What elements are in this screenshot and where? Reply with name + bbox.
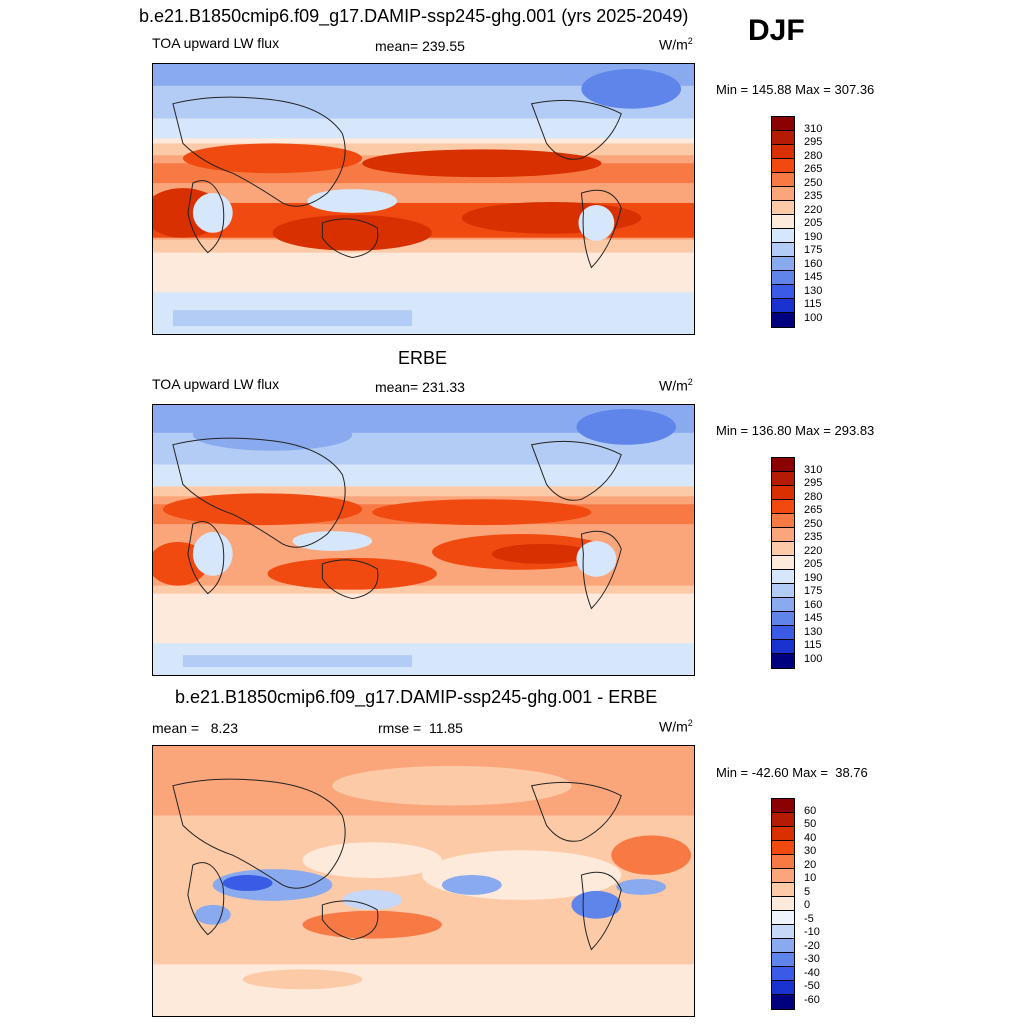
- tick: 115: [804, 639, 822, 651]
- tick: -20: [804, 940, 820, 952]
- panel1-map: [152, 63, 695, 335]
- panel3-title: b.e21.B1850cmip6.f09_g17.DAMIP-ssp245-gh…: [175, 687, 658, 707]
- panel3-colorbar: [771, 798, 795, 1010]
- tick: 10: [804, 872, 817, 884]
- tick: -10: [804, 926, 820, 938]
- tick: 30: [804, 845, 817, 857]
- panel3-map: [152, 745, 695, 1017]
- tick: 220: [804, 545, 823, 557]
- tick: 235: [804, 190, 823, 202]
- panel1-units: W/m2: [659, 36, 693, 53]
- tick: 205: [804, 558, 823, 570]
- tick: 130: [804, 626, 823, 638]
- tick: 50: [804, 818, 817, 830]
- panel2-title: ERBE: [398, 348, 448, 368]
- tick: -40: [804, 967, 820, 979]
- tick: 160: [804, 599, 823, 611]
- panel3-units: W/m2: [659, 718, 693, 735]
- tick: 295: [804, 136, 823, 148]
- panel1-minmax: Min = 145.88 Max = 307.36: [716, 82, 875, 97]
- season-label: DJF: [748, 14, 805, 47]
- tick: 250: [804, 518, 823, 530]
- panel1-title: b.e21.B1850cmip6.f09_g17.DAMIP-ssp245-gh…: [139, 6, 689, 26]
- tick: 280: [804, 491, 823, 503]
- panel2-colorbar: [771, 457, 795, 669]
- panel2-units: W/m2: [659, 377, 693, 394]
- panel2-map: [152, 404, 695, 676]
- panel3-mean-label: mean = 8.23: [152, 720, 239, 736]
- tick: -50: [804, 980, 820, 992]
- tick: 190: [804, 572, 823, 584]
- tick: -60: [804, 994, 820, 1006]
- tick: 100: [804, 653, 823, 665]
- tick: 5: [804, 886, 811, 898]
- panel3-rmse-label: rmse = 11.85: [378, 720, 463, 736]
- tick: 295: [804, 477, 823, 489]
- tick: 175: [804, 244, 823, 256]
- tick: 145: [804, 612, 823, 624]
- panel2-mean-label: mean= 231.33: [375, 379, 465, 395]
- tick: 40: [804, 832, 817, 844]
- panel1-mean-label: mean= 239.55: [375, 38, 465, 54]
- tick: 250: [804, 177, 823, 189]
- panel3-minmax: Min = -42.60 Max = 38.76: [716, 765, 868, 780]
- tick: -5: [804, 913, 814, 925]
- tick: 100: [804, 312, 823, 324]
- tick: 235: [804, 531, 823, 543]
- tick: 130: [804, 285, 823, 297]
- tick: 220: [804, 204, 823, 216]
- tick: 60: [804, 805, 817, 817]
- tick: -30: [804, 953, 820, 965]
- tick: 0: [804, 899, 811, 911]
- tick: 280: [804, 150, 823, 162]
- tick: 310: [804, 123, 823, 135]
- panel2-minmax: Min = 136.80 Max = 293.83: [716, 423, 875, 438]
- tick: 175: [804, 585, 823, 597]
- tick: 265: [804, 504, 823, 516]
- tick: 205: [804, 217, 823, 229]
- panel2-variable-label: TOA upward LW flux: [152, 376, 280, 392]
- tick: 310: [804, 464, 823, 476]
- panel1-variable-label: TOA upward LW flux: [152, 35, 280, 51]
- tick: 145: [804, 271, 823, 283]
- tick: 160: [804, 258, 823, 270]
- tick: 20: [804, 859, 817, 871]
- tick: 265: [804, 163, 823, 175]
- panel1-colorbar: [771, 116, 795, 328]
- tick: 115: [804, 298, 822, 310]
- tick: 190: [804, 231, 823, 243]
